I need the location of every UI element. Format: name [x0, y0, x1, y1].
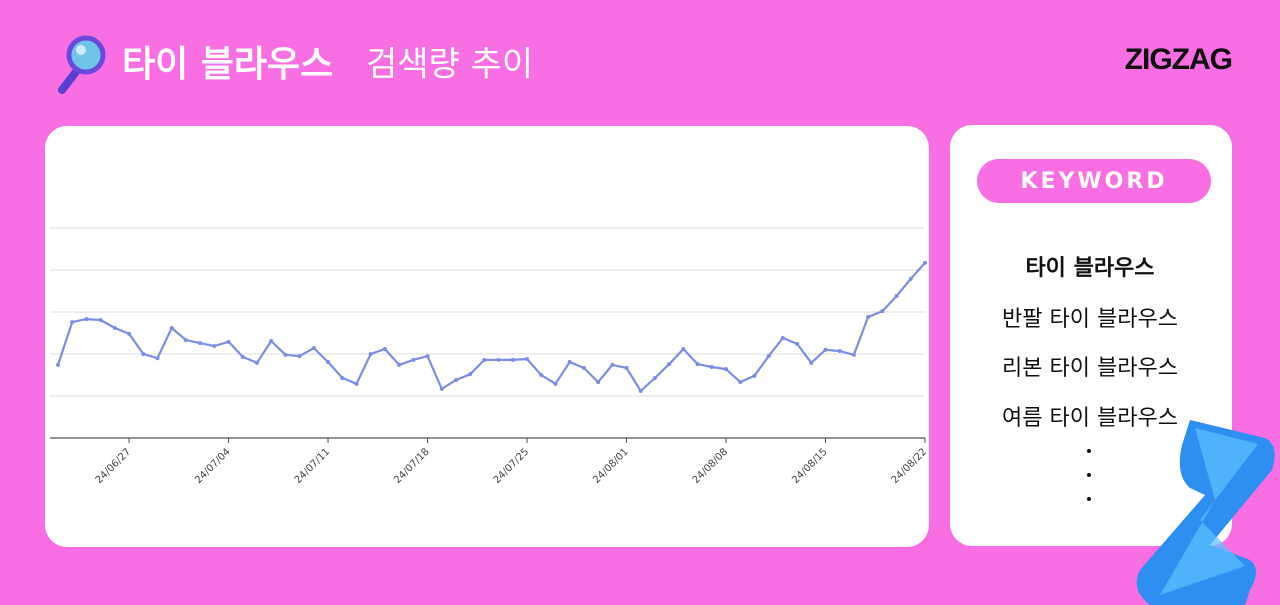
point: [141, 352, 146, 356]
point: [624, 365, 629, 370]
point: [127, 331, 132, 336]
point: [880, 309, 885, 314]
point: [738, 380, 743, 385]
point: [809, 360, 814, 365]
point: [724, 367, 729, 372]
point: [84, 317, 89, 322]
point: [169, 325, 174, 330]
title-rest: 검색량 추이: [366, 45, 533, 85]
point: [923, 260, 927, 265]
point: [397, 362, 402, 367]
point: [269, 338, 274, 343]
chart-card: [45, 126, 929, 547]
point: [240, 354, 245, 359]
point: [681, 346, 686, 351]
point: [468, 372, 473, 377]
keyword-label: KEYWORD: [1020, 169, 1167, 194]
point: [567, 359, 572, 364]
point: [752, 373, 757, 378]
point: [56, 362, 60, 367]
point: [411, 357, 416, 362]
point: [780, 336, 785, 341]
logo: ZIGZAG: [1125, 43, 1232, 76]
point: [908, 276, 913, 281]
point: [638, 388, 643, 393]
point: [652, 375, 657, 380]
point: [496, 357, 501, 362]
keyword: 여름 타이 블라우스: [1002, 406, 1178, 431]
point: [326, 359, 331, 364]
point: [610, 362, 615, 367]
point: [425, 354, 430, 359]
point: [525, 357, 530, 362]
point: [553, 381, 558, 386]
point: [894, 294, 899, 299]
point: [866, 315, 871, 320]
point: [98, 317, 103, 322]
line: [56, 262, 926, 393]
point: [667, 362, 672, 367]
keyword-card: [950, 125, 1232, 546]
point: [482, 357, 487, 362]
point: [311, 346, 316, 351]
point: [226, 339, 231, 344]
point: [453, 378, 458, 383]
point: [183, 338, 188, 343]
magnifier-icon: [58, 35, 106, 94]
point: [155, 356, 160, 361]
point: [539, 373, 544, 377]
point: [823, 347, 828, 352]
point: [368, 352, 373, 356]
point: [795, 341, 800, 346]
point: [596, 380, 601, 385]
keyword-pill: [977, 159, 1211, 203]
point: [254, 360, 259, 365]
point: [766, 354, 771, 359]
point: [212, 344, 217, 349]
point: [112, 325, 117, 330]
ellipsis-dots: [1087, 449, 1091, 501]
point: [340, 375, 345, 380]
point: [354, 381, 359, 386]
title-bold: 타이 블라우스: [122, 44, 333, 85]
point: [581, 365, 586, 370]
point: [283, 352, 288, 357]
point: [70, 320, 75, 325]
point: [851, 352, 856, 357]
keyword: 타이 블라우스: [1025, 256, 1154, 281]
point: [297, 354, 302, 359]
z-decoration: [1136, 420, 1275, 605]
point: [510, 357, 515, 362]
keyword: 반팔 타이 블라우스: [1002, 307, 1178, 332]
point: [709, 365, 714, 370]
point: [695, 362, 700, 367]
keyword: 리본 타이 블라우스: [1002, 356, 1178, 381]
point: [198, 341, 203, 346]
point: [837, 349, 842, 354]
point: [439, 386, 444, 391]
point: [382, 346, 387, 351]
